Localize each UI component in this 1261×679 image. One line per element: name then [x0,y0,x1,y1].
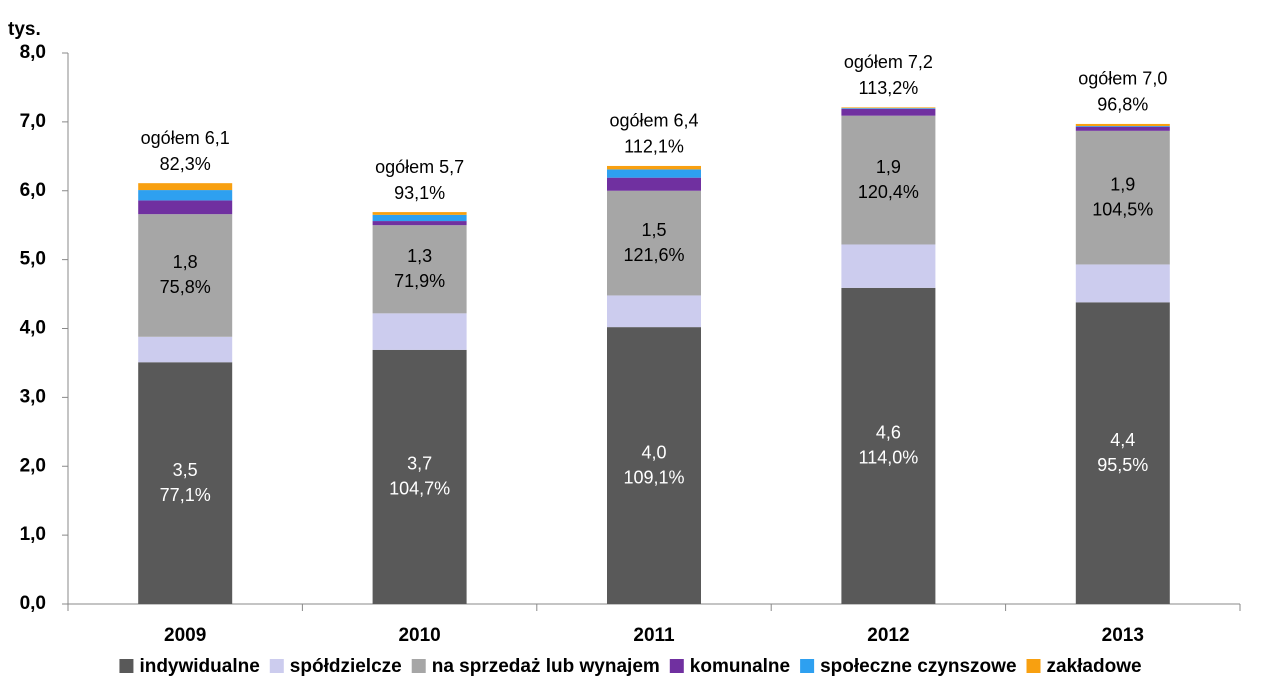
change-label: 104,5% [1092,199,1153,219]
y-tick-label: 3,0 [20,386,46,407]
bar-segment [841,244,936,288]
bar-segment [607,169,701,178]
change-label: 75,8% [160,277,211,297]
bar-segment [138,200,233,215]
value-label: 3,7 [407,454,432,474]
legend-swatch [411,659,426,673]
value-label: 1,3 [407,246,432,266]
change-label: 114,0% [859,448,919,468]
bar-segment [372,349,467,604]
bar-segment [841,115,936,245]
bar-segment [607,327,701,604]
bar-segment [607,295,701,328]
bar-segment [372,313,467,350]
bar-segment [1075,264,1170,303]
total-change-label: 96,8% [1097,95,1148,115]
x-tick-label: 2010 [398,625,440,646]
y-axis-label: tys. [8,19,41,40]
legend-label: na sprzedaż lub wynajem [432,656,660,677]
legend-label: komunalne [690,656,790,677]
legend-label: społeczne czynszowe [820,656,1016,677]
y-tick-label: 1,0 [20,524,46,545]
value-label: 1,8 [173,252,198,272]
legend-label: zakładowe [1047,656,1142,677]
bar-segment [1075,130,1170,265]
total-label: ogółem 6,4 [609,111,698,131]
x-tick-label: 2013 [1102,625,1144,646]
y-tick-label: 7,0 [20,111,46,132]
bar-segment [841,107,936,109]
total-label: ogółem 7,2 [844,52,933,72]
bar-segment [1075,302,1170,604]
value-label: 4,4 [1110,430,1135,450]
bar-segment [372,225,467,314]
bar-segment [138,190,233,201]
x-tick-label: 2012 [867,625,909,646]
bar-segment [372,214,467,222]
y-tick-label: 8,0 [20,42,46,63]
y-tick-label: 4,0 [20,318,46,339]
bar-segment [138,214,233,337]
total-change-label: 113,2% [859,78,919,98]
change-label: 120,4% [858,182,919,202]
y-tick-label: 6,0 [20,180,46,201]
bar-segment [138,336,233,363]
y-tick-label: 0,0 [20,593,46,614]
legend-label: indywidualne [139,656,259,677]
total-label: ogółem 7,0 [1078,69,1167,89]
bar-segment [841,287,936,604]
legend-swatch [669,659,684,673]
bar-segment [607,165,701,170]
bar-segment [1075,126,1170,131]
total-label: ogółem 5,7 [375,157,464,177]
bar-segment [1075,123,1170,127]
legend-swatch [800,659,815,673]
change-label: 71,9% [394,271,445,291]
x-tick-label: 2011 [633,625,675,646]
value-label: 4,6 [876,423,901,443]
total-label: ogółem 6,1 [141,128,230,148]
change-label: 121,6% [623,245,684,265]
bar-segment [372,212,467,215]
bar-segment [138,183,233,191]
y-tick-label: 2,0 [20,455,46,476]
bar-segment [841,108,936,116]
legend-swatch [119,659,134,673]
bar-segment [372,221,467,226]
total-change-label: 82,3% [160,154,211,174]
bar-segment [1075,126,1170,127]
value-label: 4,0 [641,442,666,462]
bar-segment [841,108,936,109]
change-label: 95,5% [1097,455,1148,475]
value-label: 1,9 [876,157,901,177]
legend-swatch [269,659,284,673]
total-change-label: 112,1% [624,137,684,157]
value-label: 1,9 [1110,174,1135,194]
change-label: 77,1% [160,485,211,505]
bar-segment [138,362,233,604]
change-label: 109,1% [623,467,684,487]
total-change-label: 93,1% [394,183,445,203]
value-label: 3,5 [173,460,198,480]
y-tick-label: 5,0 [20,249,46,270]
bar-segment [607,190,701,296]
bar-segment [607,177,701,191]
legend-label: spółdzielcze [290,656,402,677]
value-label: 1,5 [641,220,666,240]
change-label: 104,7% [389,479,450,499]
x-tick-label: 2009 [164,625,206,646]
legend-swatch [1026,659,1041,673]
